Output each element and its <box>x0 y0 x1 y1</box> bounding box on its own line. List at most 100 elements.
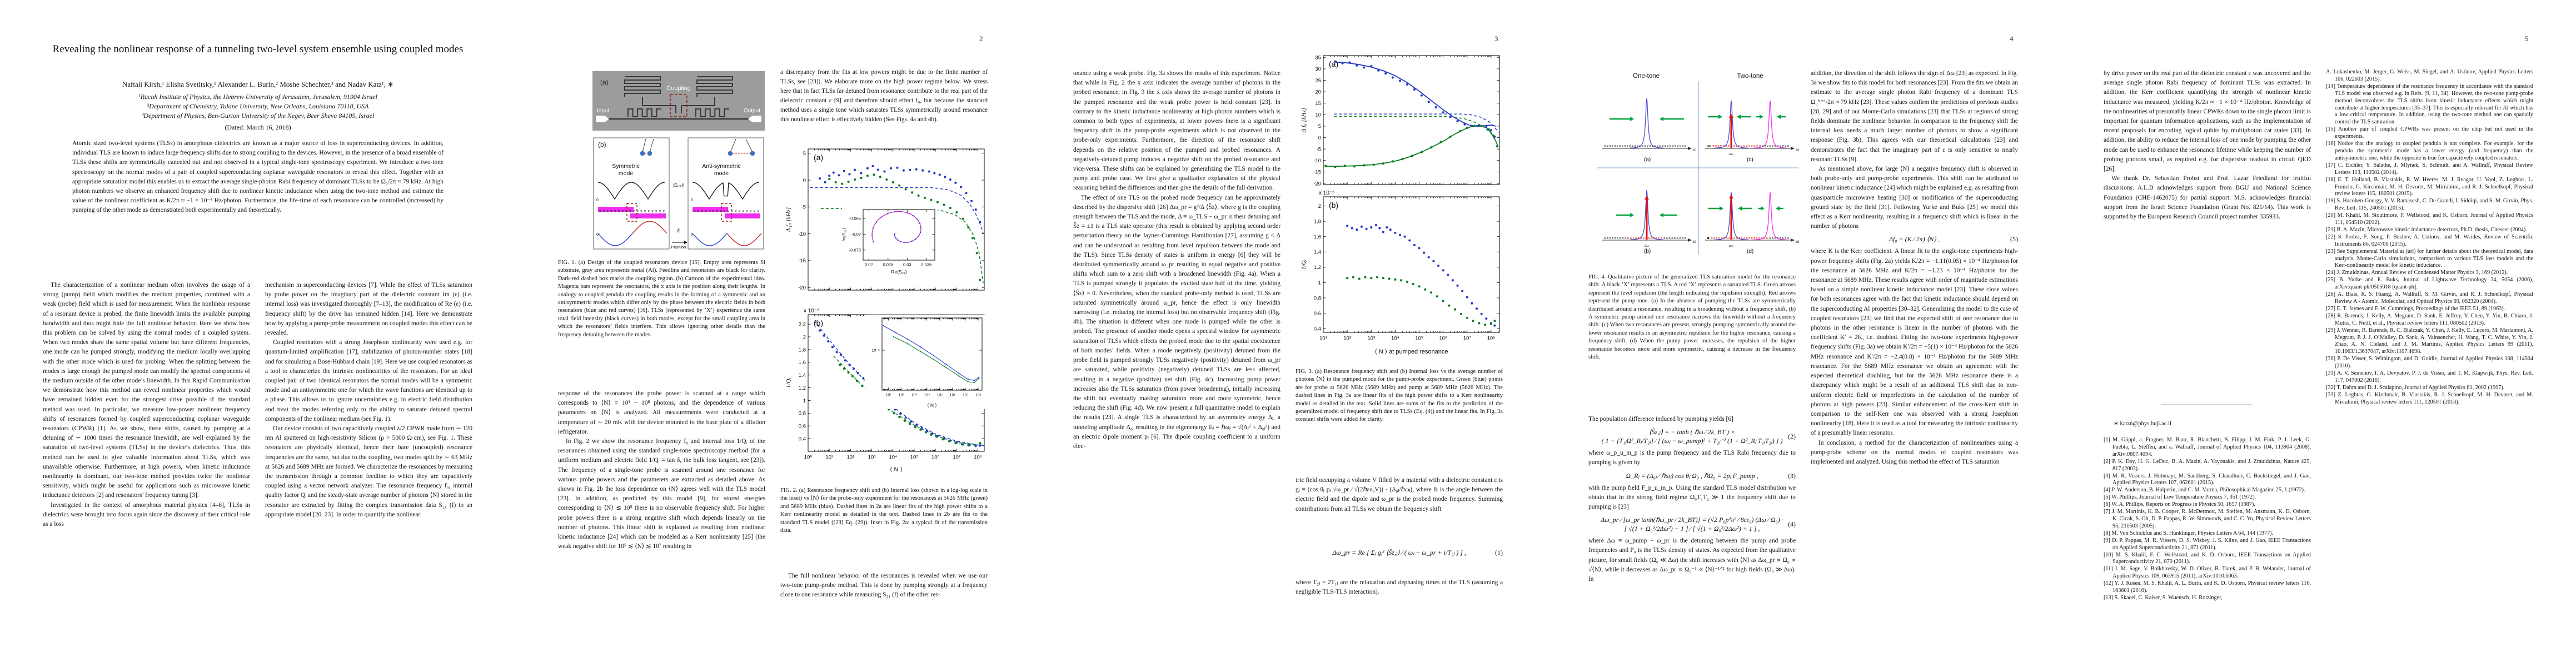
equation-2-number: (2) <box>1788 432 1796 441</box>
page-number: 3 <box>1494 34 1498 43</box>
reference-item: [21] B. A. Mazin, Microwave kinetic indu… <box>2326 226 2527 233</box>
reference-item: [26] A. Blais, R. S. Huang, A. Wallraff,… <box>2326 291 2533 305</box>
svg-text:(b): (b) <box>1644 248 1651 255</box>
p3-left-column: onance using a weak probe. Fig. 3a shows… <box>1073 69 1280 611</box>
p2-right-top: a discrepancy from the fits at low power… <box>780 68 988 145</box>
svg-text:10⁻⁵: 10⁻⁵ <box>872 349 880 352</box>
svg-text:1.4: 1.4 <box>1314 250 1321 256</box>
svg-text:ω: ω <box>1796 147 1799 152</box>
p4-left-text-3: with the pump field F_p_u_m_p. Using the… <box>1588 484 1796 512</box>
svg-text:10⁶: 10⁶ <box>1439 336 1447 342</box>
page-4: 4 One-tone Two-tone ω xxxxxxxxxxxxxxxxxxxxx… <box>1546 0 2061 667</box>
svg-text:0.8: 0.8 <box>1314 295 1321 301</box>
p2-left-column: response of the resonances the probe pow… <box>558 389 765 611</box>
paper-title: Revealing the nonlinear response of a tu… <box>52 43 464 55</box>
svg-text:0.4: 0.4 <box>1314 326 1321 332</box>
svg-text:-5: -5 <box>801 205 806 211</box>
svg-text:1: 1 <box>803 398 806 404</box>
svg-text:10⁴: 10⁴ <box>1391 336 1399 342</box>
svg-text:-15: -15 <box>1313 170 1321 176</box>
fig4-caption: FIG. 4. Qualitative picture of the gener… <box>1588 274 1796 361</box>
p1-left-column: The characterization of a nonlinear medi… <box>43 281 250 610</box>
svg-text:(a): (a) <box>1329 59 1338 68</box>
svg-text:Coupling: Coupling <box>666 85 690 92</box>
reference-item: [29] J. Wenner, R. Barends, R. C. Bialcz… <box>2326 327 2533 355</box>
p4-right-flow: addition, the direction of the shift fol… <box>1811 69 2018 611</box>
page-2: 2 (a) Coupling Input Output Symmetric mode An… <box>515 0 1030 667</box>
svg-text:x x x x x x x x x x x x x x x: x x x x x x x x x x x x x x x x x x <box>694 210 760 213</box>
svg-text:0: 0 <box>691 233 693 237</box>
references-right: A. Lukashenko, M. Jerger, G. Weiss, M. S… <box>2326 69 2533 611</box>
svg-text:-10: -10 <box>1313 158 1321 164</box>
reference-item: [6] W. A. Phillips, Reports on Progress … <box>2104 501 2255 508</box>
reference-item: [20] M. Khalil, M. Stoutimore, F. Wellst… <box>2326 212 2533 226</box>
svg-text:xxxxxxxx: xxxxxxxx <box>1769 236 1790 240</box>
reference-item: [24] J. Zmuidzinas, Annual Review of Con… <box>2326 270 2508 276</box>
svg-text:Output: Output <box>744 108 760 114</box>
reference-item: [12] Y. J. Rosen, M. S. Khalil, A. L. Bu… <box>2104 580 2311 594</box>
svg-text:0: 0 <box>803 177 806 183</box>
fig3-caption: FIG. 3. (a) Resonance frequency shift an… <box>1296 369 1503 423</box>
paragraph: tric field occupying a volume V filled b… <box>1296 477 1503 512</box>
svg-text:2.2: 2.2 <box>799 321 806 327</box>
reference-item: [14] Temperature dependence of the reson… <box>2326 83 2533 126</box>
reference-item: [23] See Supplemental Material at (url) … <box>2326 248 2533 269</box>
svg-text:Δ f₀ [kHz]: Δ f₀ [kHz] <box>785 207 792 232</box>
svg-text:10⁷: 10⁷ <box>963 394 969 397</box>
equation-4-number: (4) <box>1788 520 1796 529</box>
page-3: 3 onance using a weak probe. Fig. 3a sho… <box>1030 0 1546 667</box>
reference-item: [3] M. R. Vissers, J. Hubmayr, M. Sandbe… <box>2104 472 2311 486</box>
svg-text:10³: 10³ <box>1367 336 1375 342</box>
p3-right-text-2: where T₂ⱼ = 2T₁ⱼ are the relaxation and … <box>1296 578 1503 611</box>
page-1: Revealing the nonlinear response of a tu… <box>0 0 515 667</box>
reference-item: [1] M. Göppl, a. Fragner, M. Baur, R. Bi… <box>2104 437 2311 457</box>
svg-text:⟨ N ⟩ at pumped resonance: ⟨ N ⟩ at pumped resonance <box>1374 349 1448 355</box>
paragraph: The characterization of a nonlinear medi… <box>43 282 250 499</box>
svg-text:x 10⁻⁵: x 10⁻⁵ <box>804 308 819 314</box>
page-number: 5 <box>2525 34 2529 43</box>
svg-text:35: 35 <box>1315 55 1321 61</box>
fig2a-inset-chart: 0.02 0.025 0.03 0.035 -0.065 -0.07 -0.075 Re(S₂… <box>842 207 938 276</box>
svg-text:10³: 10³ <box>868 455 876 461</box>
svg-text:ω: ω <box>1693 238 1696 244</box>
equation-2: ⟨Ŝz,ⱼ⟩ = − tanh ( ℏω ⁄ 2k_BT ) ×( 1 − [T… <box>1601 428 1796 445</box>
p4-left-flow: The population difference induced by pum… <box>1588 415 1796 611</box>
svg-text:(d): (d) <box>1747 248 1753 255</box>
p3-right-text-1: tric field occupying a volume V filled b… <box>1296 476 1503 537</box>
svg-text:(a): (a) <box>1644 157 1651 163</box>
svg-text:-20: -20 <box>798 285 806 291</box>
fig2-caption: FIG. 2. (a) Resonance frequency shift an… <box>780 487 988 534</box>
svg-text:(b): (b) <box>1329 201 1338 210</box>
fig3a-chart: 35 30 25 20 15 10 5 0 -5 -10 -15 -20 (a) Δ f₀ [kHz] <box>1296 51 1504 188</box>
fig3b-chart: 10¹ 10² 10³ 10⁴ 10⁵ 10⁶ 10⁷ 10⁸ 2 1.8 1.6 1.4 1.2 1 0.… <box>1296 189 1504 356</box>
reference-item: [16] Notice that the analogy to coupled … <box>2326 141 2533 161</box>
paragraph: by drive power on the real part of the d… <box>2104 70 2311 173</box>
reference-item: [31] A. V. Semenov, I. A. Devyatov, P. J… <box>2326 370 2533 384</box>
reference-item: [22] S. Probst, F. Song, P. Bushev, A. U… <box>2326 233 2533 247</box>
svg-text:0.8: 0.8 <box>799 411 806 417</box>
affiliation-1: ¹Racah Institute of Physics, the Hebrew … <box>138 93 377 101</box>
svg-text:1.2: 1.2 <box>799 385 806 391</box>
svg-text:10⁷: 10⁷ <box>1463 336 1472 342</box>
equation-1-number: (1) <box>1495 549 1503 556</box>
svg-text:Input: Input <box>597 108 609 114</box>
svg-text:2: 2 <box>803 334 806 340</box>
reference-item: [9] D. P. Pappas, M. R. Vissers, D. S. W… <box>2104 537 2311 551</box>
reference-item: [30] P. De Visser, S. Withington, and D.… <box>2326 356 2533 370</box>
svg-text:(b): (b) <box>598 141 606 148</box>
reference-item: [8] M. Von Schickfus and S. Hunklinger, … <box>2104 530 2274 536</box>
svg-text:10⁸: 10⁸ <box>1487 336 1496 342</box>
svg-text:10⁵: 10⁵ <box>910 455 919 461</box>
svg-text:5: 5 <box>803 151 806 157</box>
svg-text:10⁵: 10⁵ <box>1415 336 1423 342</box>
reference-item: [7] J. M. Martinis, K. B. Cooper, R. McD… <box>2104 509 2311 529</box>
svg-text:10⁶: 10⁶ <box>950 394 956 397</box>
p4-right-text-2: where K is the Kerr coefficient. A linea… <box>1811 247 2018 467</box>
svg-text:xxxxxxxxxxxxxxxxxx: xxxxxxxxxxxxxxxxxx <box>1712 145 1759 148</box>
reference-item: [28] R. Barends, J. Kelly, A. Megrant, D… <box>2326 312 2533 326</box>
dated-line: (Dated: March 16, 2018) <box>225 123 291 131</box>
svg-text:10⁸: 10⁸ <box>975 394 981 397</box>
svg-text:xxxxxxxxxxxx: xxxxxxxxxxxx <box>1759 145 1790 148</box>
svg-text:(a): (a) <box>600 78 609 86</box>
